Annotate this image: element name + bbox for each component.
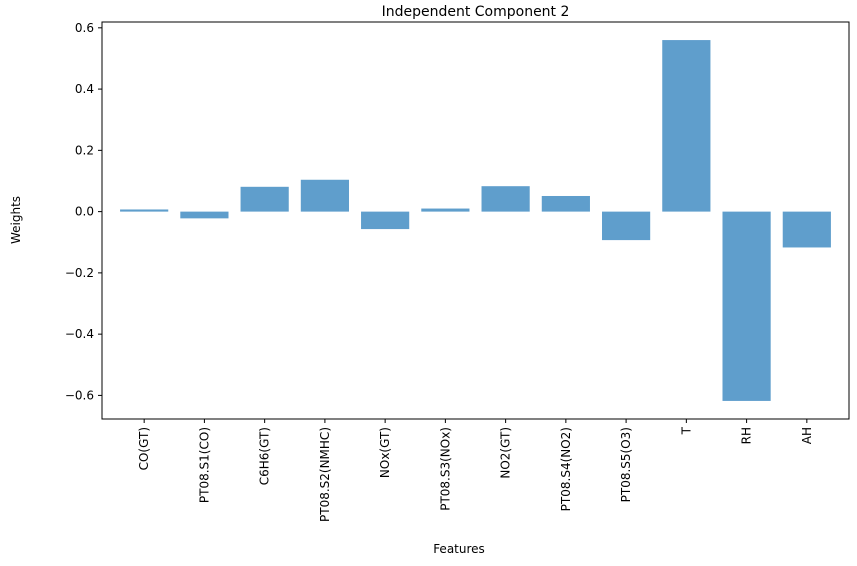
x-axis: CO(GT) PT08.S1(CO) C6H6(GT) PT08.S2(NMHC) NO… [137,419,814,522]
x-tick-label: CO(GT) [137,427,151,470]
y-tick-label: 0.2 [75,143,94,157]
y-tick-label: 0.0 [75,205,94,219]
bar-pt08-s3-nox [421,208,470,212]
y-tick-label: −0.4 [65,327,94,341]
bar-ah [782,211,831,248]
x-tick-label: PT08.S3(NOx) [438,427,452,511]
bar-pt08-s1-co [180,211,229,219]
y-tick-label: −0.6 [65,388,94,402]
bar-pt08-s2-nmhc [300,179,349,212]
bar-rh [722,211,771,401]
x-axis-label: Features [433,542,485,556]
x-tick-label: NO2(GT) [499,427,513,479]
chart-title: Independent Component 2 [382,4,570,20]
x-tick-label: PT08.S5(O3) [619,427,633,502]
bar-no2-gt [481,186,530,212]
y-axis-label: Weights [9,196,23,244]
x-tick-label: NOx(GT) [378,427,392,478]
x-tick-label: PT08.S4(NO2) [559,427,573,511]
y-tick-label: −0.2 [65,266,94,280]
bar-co-gt [120,209,169,212]
bar-t [662,40,711,212]
x-tick-label: PT08.S2(NMHC) [318,427,332,522]
y-tick-label: 0.6 [75,21,94,35]
bar-pt08-s4-no2 [541,195,590,212]
bars-layer [120,40,831,401]
x-tick-label: T [679,426,693,435]
bar-nox-gt [361,211,410,230]
x-tick-label: AH [800,427,814,444]
y-tick-label: 0.4 [75,82,94,96]
bar-pt08-s5-o3 [602,211,651,241]
x-tick-label: C6H6(GT) [258,427,272,485]
plot-frame [101,21,850,420]
y-axis: −0.6 −0.4 −0.2 0.0 0.2 0.4 0.6 [65,21,102,402]
bar-c6h6-gt [240,186,289,212]
x-tick-label: RH [740,427,754,444]
x-tick-label: PT08.S1(CO) [197,427,211,503]
